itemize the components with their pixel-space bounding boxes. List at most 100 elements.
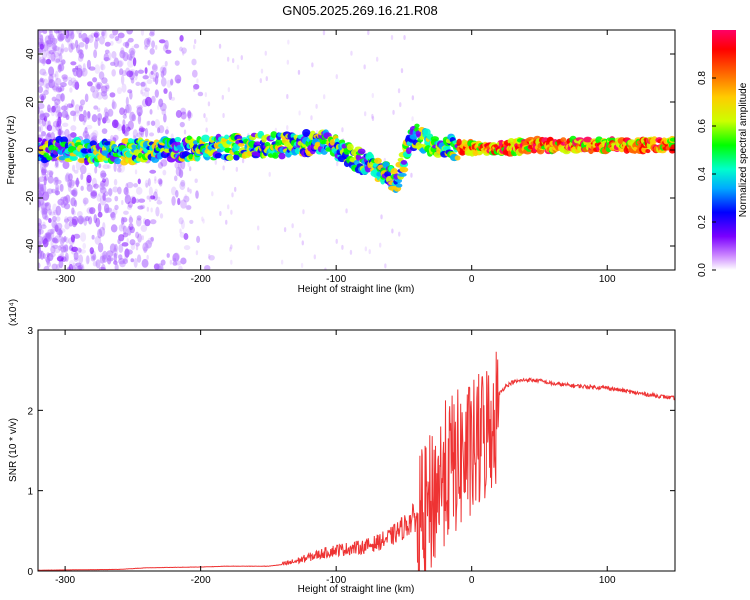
spectrogram-noise-blob: [109, 61, 116, 66]
spectrogram-noise-blob: [57, 33, 65, 42]
spectrogram-noise-blob: [70, 189, 76, 196]
spectrogram-noise-blob: [40, 95, 45, 103]
spectrogram-noise-blob: [188, 166, 192, 172]
spectrogram-noise-blob: [73, 169, 79, 174]
spectrogram-noise-blob: [83, 199, 87, 207]
spectrogram-noise-blob: [160, 70, 165, 78]
spectrogram-noise-blob: [46, 261, 52, 268]
spectrogram-noise-blob: [145, 182, 148, 188]
spectrogram-noise-blob: [144, 96, 152, 107]
spectrogram-noise-blob: [52, 215, 57, 222]
spectrogram-noise-blob: [129, 91, 133, 100]
x-tick-label: -200: [191, 274, 211, 285]
spectrogram-noise-blob: [179, 121, 185, 128]
spectrogram-noise-blob: [117, 32, 125, 39]
spectrogram-noise-blob: [93, 31, 100, 38]
spectrogram-noise-blob: [48, 33, 55, 40]
spectrogram-noise-blob: [93, 49, 98, 59]
spectrogram-noise-blob: [48, 208, 52, 216]
spectrogram-noise-blob: [51, 157, 58, 162]
spectrogram-noise-blob: [53, 223, 59, 230]
spectrogram-noise-blob: [371, 92, 374, 98]
spectrogram-noise-blob: [133, 257, 138, 268]
spectrogram-ridge-blob: [270, 131, 278, 139]
spectrogram-noise-blob: [117, 123, 123, 132]
spectrogram-noise-blob: [205, 117, 208, 123]
spectrogram-noise-blob: [53, 238, 59, 244]
spectrogram-noise-blob: [151, 63, 158, 73]
spectrogram-noise-blob: [71, 218, 78, 228]
spectrogram-noise-blob: [59, 236, 65, 246]
spectrogram-noise-blob: [103, 57, 110, 62]
spectrogram-noise-blob: [335, 74, 338, 80]
spectrogram-noise-blob: [100, 90, 108, 97]
spectrogram-noise-blob: [85, 111, 91, 120]
spectrogram-noise-blob: [100, 263, 106, 270]
spectrogram-noise-blob: [144, 218, 151, 227]
snr-y-label: SNR (10 * v/v): [8, 418, 19, 482]
spectrogram-noise-blob: [191, 58, 197, 66]
spectrogram-noise-blob: [175, 253, 179, 259]
spectrogram-noise-blob: [100, 64, 106, 71]
spectrogram-noise-blob: [76, 265, 82, 270]
spectrogram-noise-blob: [98, 71, 105, 80]
spectrogram-noise-blob: [50, 108, 56, 117]
spectrogram-noise-blob: [229, 246, 232, 252]
spectrogram-noise-blob: [185, 204, 192, 211]
spectrogram-noise-blob: [78, 32, 82, 39]
colorbar: 0.0 0.2 0.4 0.6 0.8 Normalized spectral ampl…: [697, 30, 749, 277]
spectrogram-noise-blob: [45, 40, 49, 46]
spectrogram-noise-blob: [38, 240, 42, 250]
spectrogram-noise-blob: [58, 128, 62, 137]
spectrogram-noise-blob: [133, 43, 140, 49]
spectrogram-noise-blob: [139, 68, 142, 74]
spectrogram-noise-blob: [86, 174, 92, 184]
spectrogram-noise-blob: [411, 116, 414, 122]
spectrogram-noise-blob: [99, 186, 107, 194]
spectrogram-ridge-blob: [186, 135, 192, 141]
spectrogram-noise-blob: [48, 49, 55, 55]
spectrogram-noise-blob: [55, 118, 60, 124]
spectrogram-noise-blob: [164, 39, 169, 50]
spectrogram-noise-blob: [124, 253, 128, 262]
spectrogram-noise-blob: [52, 120, 60, 128]
spectrogram-noise-blob: [147, 37, 152, 43]
spectrogram-noise-blob: [64, 252, 69, 263]
spectrogram-noise-blob: [174, 162, 179, 169]
colorbar-label: Normalized spectral amplitude: [738, 82, 749, 217]
spectrogram-noise-blob: [45, 86, 50, 92]
spectrogram-noise-blob: [67, 179, 73, 188]
spectrogram-noise-blob: [50, 125, 58, 133]
spectrogram-noise-blob: [62, 244, 69, 253]
spectrogram-noise-blob: [165, 49, 172, 54]
spectrogram-noise-blob: [129, 239, 136, 246]
spectrogram-noise-blob: [204, 92, 208, 98]
spectrogram-noise-blob: [286, 94, 289, 100]
spectrogram-noise-blob: [143, 246, 148, 254]
spectrogram-noise-blob: [96, 91, 104, 100]
spectrogram-noise-blob: [92, 77, 98, 83]
spectrogram-noise-blob: [38, 103, 45, 110]
spectrogram-noise-blob: [78, 52, 85, 59]
spectrogram-noise-blob: [126, 249, 133, 255]
spectrogram-noise-blob: [39, 77, 44, 83]
x-tick-label: 100: [599, 575, 616, 586]
spectrogram-noise-blob: [170, 78, 174, 86]
spectrogram-ridge-blob: [233, 153, 240, 161]
spectrogram-noise-blob: [101, 77, 108, 84]
spectrogram-noise-blob: [56, 30, 62, 34]
spectrogram-noise-blob: [97, 242, 104, 253]
spectrogram-noise-blob: [162, 169, 167, 176]
spectrogram-ridge-blob: [669, 137, 675, 142]
spectrogram-noise-blob: [104, 111, 109, 119]
spectrogram-noise-blob: [105, 84, 110, 90]
spectrogram-noise-blob: [158, 125, 165, 134]
spectrogram-ridge-blob: [560, 137, 567, 143]
spectrogram-noise-blob: [139, 104, 142, 110]
spectrogram-noise-blob: [43, 265, 50, 270]
y-tick-label: 0: [27, 567, 33, 578]
spectrogram-noise-blob: [122, 114, 127, 119]
spectrogram-ridge-blob: [188, 153, 194, 160]
spectrogram-ridge-blob: [278, 152, 286, 160]
spectrogram-noise-blob: [400, 68, 404, 74]
